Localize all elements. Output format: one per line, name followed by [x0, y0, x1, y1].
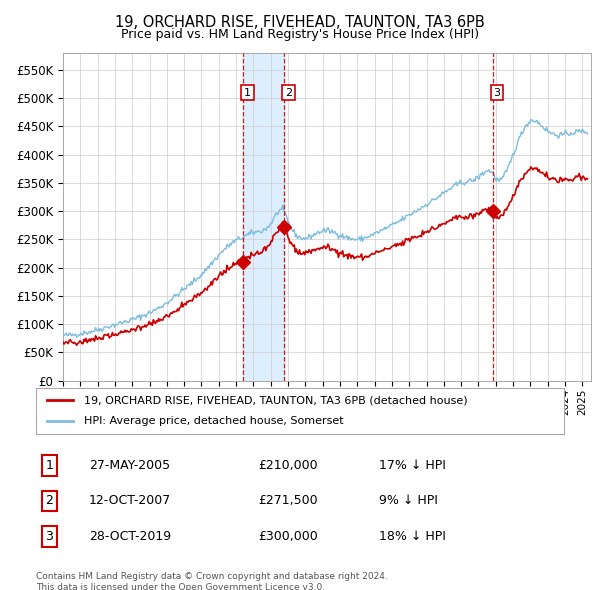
Text: 28-OCT-2019: 28-OCT-2019	[89, 530, 171, 543]
Text: 27-MAY-2005: 27-MAY-2005	[89, 459, 170, 472]
Text: 9% ↓ HPI: 9% ↓ HPI	[379, 494, 438, 507]
Text: £300,000: £300,000	[258, 530, 317, 543]
Text: 12-OCT-2007: 12-OCT-2007	[89, 494, 171, 507]
Text: 2: 2	[285, 88, 292, 97]
Text: HPI: Average price, detached house, Somerset: HPI: Average price, detached house, Some…	[83, 416, 343, 426]
Text: 19, ORCHARD RISE, FIVEHEAD, TAUNTON, TA3 6PB: 19, ORCHARD RISE, FIVEHEAD, TAUNTON, TA3…	[115, 15, 485, 30]
Text: 17% ↓ HPI: 17% ↓ HPI	[379, 459, 446, 472]
Bar	[243, 53, 284, 381]
Text: £210,000: £210,000	[258, 459, 317, 472]
Text: 1: 1	[45, 459, 53, 472]
Text: 3: 3	[45, 530, 53, 543]
Text: Contains HM Land Registry data © Crown copyright and database right 2024.
This d: Contains HM Land Registry data © Crown c…	[36, 572, 388, 590]
Text: 3: 3	[494, 88, 500, 97]
Text: 2: 2	[45, 494, 53, 507]
Text: £271,500: £271,500	[258, 494, 317, 507]
Text: 1: 1	[244, 88, 251, 97]
Text: Price paid vs. HM Land Registry's House Price Index (HPI): Price paid vs. HM Land Registry's House …	[121, 28, 479, 41]
Text: 19, ORCHARD RISE, FIVEHEAD, TAUNTON, TA3 6PB (detached house): 19, ORCHARD RISE, FIVEHEAD, TAUNTON, TA3…	[83, 395, 467, 405]
Text: 18% ↓ HPI: 18% ↓ HPI	[379, 530, 446, 543]
